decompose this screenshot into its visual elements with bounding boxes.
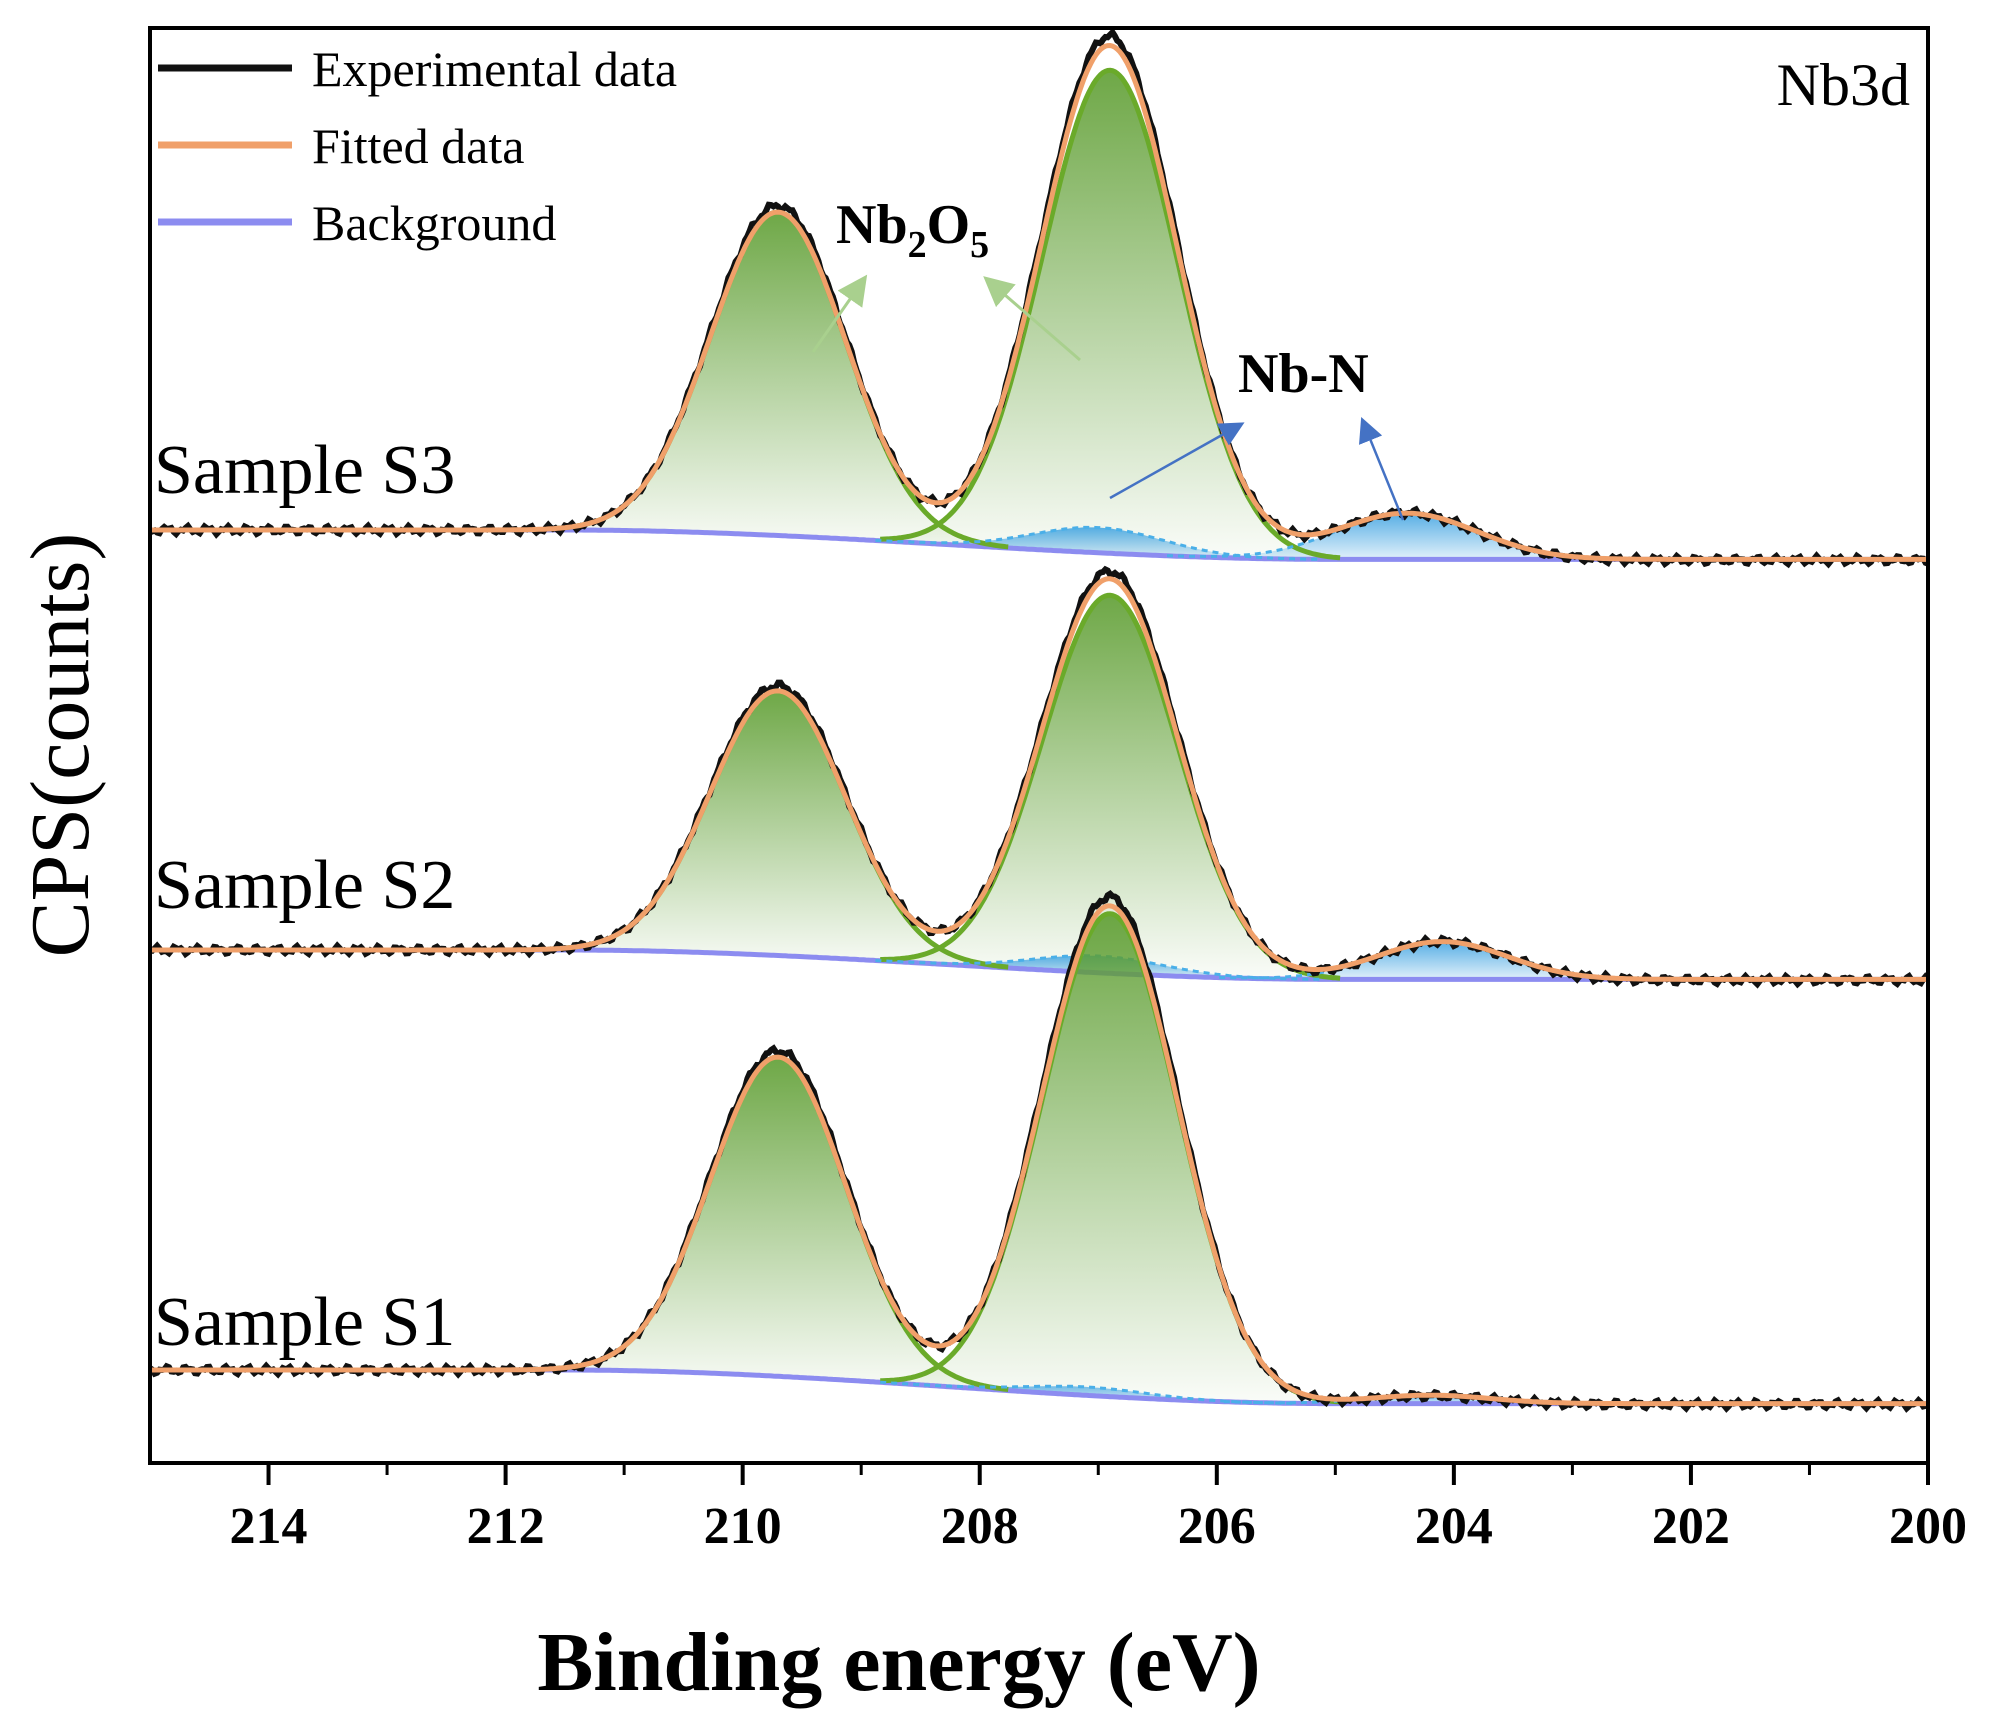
- annotation-nb-n: Nb-N: [1238, 343, 1369, 405]
- annotation-nb2o5-part-o: O: [927, 194, 971, 256]
- fitted-line: [150, 576, 1928, 982]
- legend: Experimental data Fitted data Background: [158, 41, 677, 251]
- series-label-s3: Sample S3: [154, 432, 455, 509]
- component-fill-nb2o5: [524, 1057, 1035, 1393]
- annotation-nb2o5-sub-5: 5: [970, 224, 989, 266]
- component-fill-nb2o5: [854, 70, 1367, 560]
- component-fill-nb-n: [1204, 1395, 1658, 1404]
- series-label-s2: Sample S2: [154, 847, 455, 924]
- component-fill-nb2o5: [854, 913, 1367, 1404]
- x-tick-label: 200: [1889, 1498, 1967, 1555]
- x-axis-label: Binding energy (eV): [537, 1616, 1260, 1709]
- component-line-nb-n: [875, 525, 1322, 561]
- component-fill-nb2o5: [854, 595, 1367, 980]
- legend-label-experimental: Experimental data: [312, 41, 677, 97]
- x-tick-label: 214: [230, 1498, 308, 1555]
- component-fill-nb-n: [1195, 941, 1689, 980]
- annotation-nb2o5: Nb2O5: [836, 194, 989, 266]
- arrow-nb2o5-left: [811, 274, 868, 353]
- x-tick-label: 204: [1415, 1498, 1493, 1555]
- annotation-nb2o5-part-nb: Nb: [836, 194, 908, 256]
- x-tick-label: 208: [941, 1498, 1019, 1555]
- legend-label-fitted: Fitted data: [312, 118, 524, 174]
- corner-label-nb3d: Nb3d: [1777, 52, 1910, 118]
- x-axis: 214 212 210 208 206 204 202 200: [230, 1463, 1967, 1555]
- legend-label-background: Background: [312, 195, 556, 251]
- component-fill-nb-n: [1140, 513, 1672, 560]
- plot-area: [148, 27, 1930, 1413]
- x-tick-label: 206: [1178, 1498, 1256, 1555]
- fitted-line: [150, 903, 1928, 1407]
- plot-frame: [148, 26, 1930, 1465]
- x-tick-label: 210: [704, 1498, 782, 1555]
- y-axis-label: CPS(counts): [14, 533, 107, 958]
- series-label-s1: Sample S1: [154, 1284, 455, 1361]
- arrow-nb-n-right: [1359, 417, 1405, 521]
- x-tick-label: 202: [1652, 1498, 1730, 1555]
- annotation-nb2o5-sub-2: 2: [908, 224, 927, 266]
- arrow-nb2o5-right: [983, 276, 1081, 362]
- x-tick-label: 212: [467, 1498, 545, 1555]
- component-fill-nb2o5: [524, 212, 1035, 550]
- component-fill-nb-n: [851, 527, 1345, 560]
- fitted-line: [150, 42, 1928, 562]
- arrow-nb-n-left: [1109, 422, 1245, 500]
- component-fill-nb2o5: [524, 690, 1035, 970]
- component-fill-nb-n: [861, 1381, 1314, 1404]
